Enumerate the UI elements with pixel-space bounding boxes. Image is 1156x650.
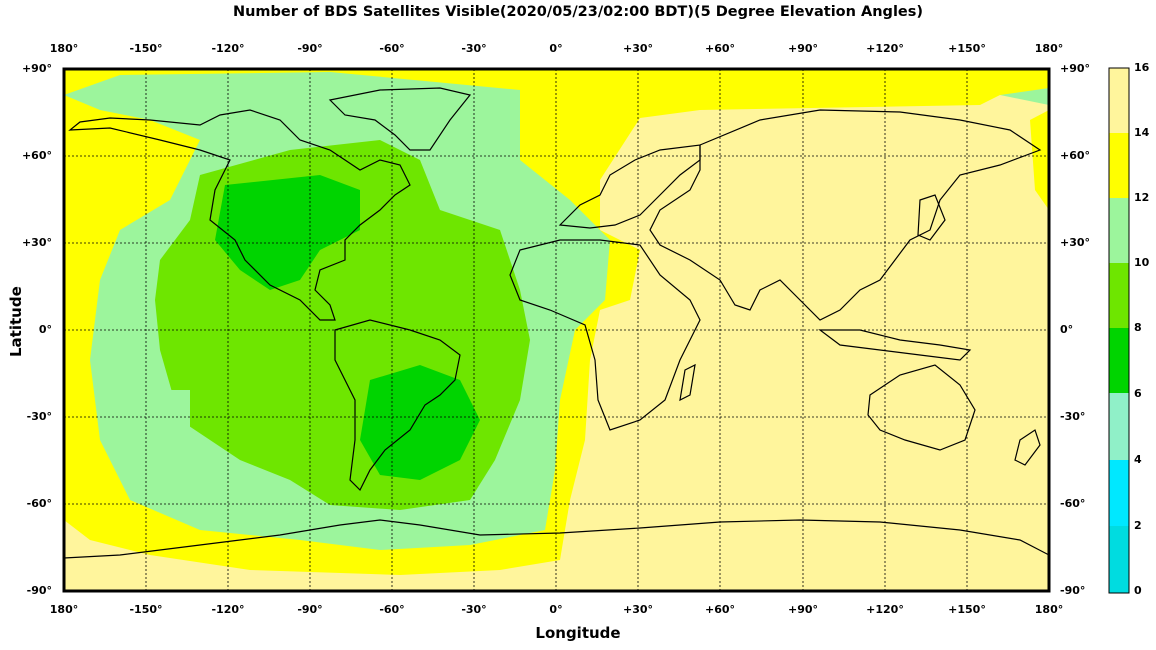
lat-tick-left: -60°	[26, 497, 52, 510]
lon-tick-top: 180°	[1034, 42, 1064, 55]
colorbar-bin-6-8	[1109, 328, 1129, 393]
map-title: Number of BDS Satellites Visible(2020/05…	[232, 4, 924, 20]
colorbar-frame	[1108, 67, 1130, 594]
colorbar-tick: 2	[1134, 519, 1142, 532]
lat-tick-right: +30°	[1060, 236, 1091, 249]
lon-tick-bottom: -120°	[211, 603, 245, 616]
lon-tick-top: -90°	[297, 42, 323, 55]
lon-tick-bottom: +30°	[622, 603, 654, 616]
coast-africa	[509, 239, 701, 431]
colorbar-tick: 16	[1134, 61, 1150, 74]
coast-antarctica	[64, 519, 1049, 559]
lat-tick-right: -90°	[1060, 584, 1086, 597]
coast-north-america	[68, 109, 411, 321]
lon-tick-top: +150°	[948, 42, 986, 55]
lon-tick-top: -60°	[379, 42, 405, 55]
lat-tick-left: +60°	[21, 149, 52, 162]
lon-tick-top: 180°	[49, 42, 79, 55]
colorbar-bin-2-4	[1109, 460, 1129, 526]
lon-tick-bottom: +150°	[948, 603, 986, 616]
lat-tick-right: -30°	[1060, 410, 1086, 423]
lon-tick-top: +60°	[704, 42, 736, 55]
lat-tick-right: 0°	[1060, 323, 1074, 336]
field-6-8	[215, 175, 480, 480]
coast-new-zealand	[1014, 429, 1041, 466]
coast-asia	[649, 109, 1042, 321]
lat-tick-left: -90°	[26, 584, 52, 597]
colorbar-bin-14-16	[1109, 68, 1129, 133]
coast-greenland	[328, 87, 472, 151]
coast-australia	[867, 364, 976, 451]
lon-tick-bottom: +90°	[787, 603, 819, 616]
field-patch	[130, 390, 190, 450]
lat-tick-left: 0°	[38, 323, 52, 336]
lon-tick-bottom: -90°	[297, 603, 323, 616]
colorbar-tick: 4	[1134, 453, 1142, 466]
coast-japan	[917, 194, 946, 241]
coast-south-america	[334, 319, 461, 492]
lon-tick-top: 0°	[549, 42, 563, 55]
x-axis-label: Longitude	[535, 624, 621, 642]
colorbar-tick: 14	[1134, 126, 1150, 139]
lat-tick-right: +90°	[1060, 62, 1091, 75]
colorbar-bin-10-12	[1109, 198, 1129, 263]
lon-tick-bottom: 180°	[1034, 603, 1064, 616]
colorbar-tick: 8	[1134, 321, 1142, 334]
coast-madagascar	[679, 363, 696, 402]
lon-tick-bottom: +120°	[866, 603, 904, 616]
lon-tick-top: -30°	[461, 42, 487, 55]
lat-tick-right: +60°	[1060, 149, 1091, 162]
colorbar-tick: 0	[1134, 584, 1142, 597]
lon-tick-bottom: 180°	[49, 603, 79, 616]
plot-frame	[62, 67, 1051, 593]
coast-indonesia	[818, 329, 972, 361]
lon-tick-top: -120°	[211, 42, 245, 55]
lon-tick-bottom: +60°	[704, 603, 736, 616]
lon-tick-bottom: -60°	[379, 603, 405, 616]
coastlines	[64, 87, 1049, 559]
colorbar-tick: 10	[1134, 256, 1150, 269]
colorbar	[1108, 67, 1130, 594]
lon-tick-top: -150°	[129, 42, 163, 55]
lat-tick-left: -30°	[26, 410, 52, 423]
gridlines	[64, 69, 1049, 591]
lon-tick-top: +90°	[787, 42, 819, 55]
lat-tick-left: +90°	[21, 62, 52, 75]
colorbar-bin-4-6	[1109, 393, 1129, 460]
colorbar-tick: 6	[1134, 387, 1142, 400]
lon-tick-bottom: -150°	[129, 603, 163, 616]
lon-tick-top: +30°	[622, 42, 654, 55]
colorbar-tick: 12	[1134, 191, 1150, 204]
colorbar-bin-12-14	[1109, 133, 1129, 198]
lat-tick-left: +30°	[21, 236, 52, 249]
lat-tick-right: -60°	[1060, 497, 1086, 510]
colorbar-bin-8-10	[1109, 263, 1129, 328]
colorbar-bin-0-2	[1109, 526, 1129, 593]
y-axis-label: Latitude	[7, 286, 25, 357]
lon-tick-top: +120°	[866, 42, 904, 55]
lon-tick-bottom: 0°	[549, 603, 563, 616]
lon-tick-bottom: -30°	[461, 603, 487, 616]
